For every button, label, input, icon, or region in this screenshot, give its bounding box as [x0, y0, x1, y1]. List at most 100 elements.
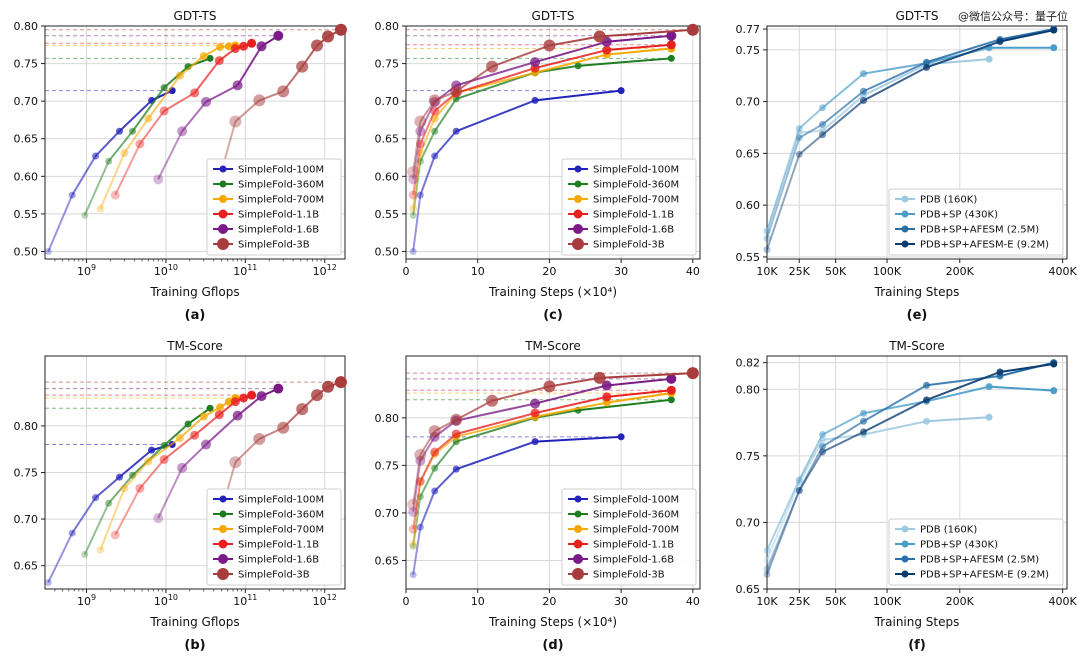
series-line-segment — [433, 98, 458, 132]
x-tick-label: 1010 — [154, 263, 178, 278]
data-point — [135, 483, 145, 493]
y-tick-label: 0.70 — [375, 95, 400, 108]
data-point — [860, 409, 868, 417]
data-point — [486, 60, 499, 73]
data-point — [415, 139, 425, 149]
series-line-segment — [606, 43, 672, 52]
legend-swatch-marker — [574, 525, 582, 533]
legend-swatch-marker — [219, 165, 227, 173]
panel-label: (c) — [543, 308, 563, 323]
series-line-segment — [599, 372, 693, 379]
data-point — [923, 396, 931, 404]
data-point — [923, 58, 931, 66]
y-tick-label: 0.75 — [375, 58, 400, 71]
series-simplefold-360m — [81, 54, 214, 219]
series-line-segment — [179, 415, 205, 439]
series-line-segment — [999, 29, 1054, 43]
x-tick-label: 10 — [471, 265, 485, 278]
x-axis-label: Training Gflops — [149, 615, 239, 629]
data-point — [416, 157, 424, 165]
legend-label: SimpleFold-1.1B — [238, 540, 319, 551]
series-line-segment — [766, 132, 801, 232]
legend-label: SimpleFold-1.6B — [238, 555, 319, 566]
series-line-segment — [147, 437, 181, 463]
legend-label: PDB+SP+AFESM (2.5M) — [920, 225, 1039, 236]
legend-label: SimpleFold-1.1B — [593, 540, 674, 551]
data-point — [667, 396, 675, 404]
data-point — [574, 62, 582, 70]
data-point — [247, 38, 257, 48]
data-point — [763, 556, 771, 564]
series-line-segment — [157, 467, 184, 519]
data-point — [184, 420, 192, 428]
data-point — [531, 438, 539, 446]
series-line-segment — [926, 40, 1001, 69]
data-point — [277, 421, 290, 434]
data-point — [92, 152, 100, 160]
series-line-segment — [433, 440, 457, 469]
series-simplefold-3b — [407, 23, 699, 178]
series-simplefold-700m — [96, 393, 240, 554]
x-tick-label: 10 — [471, 595, 485, 608]
series-line-segment — [434, 433, 457, 453]
data-point — [177, 126, 188, 137]
data-point — [96, 545, 105, 554]
series-line-segment — [863, 420, 927, 436]
series-line-segment — [118, 99, 153, 132]
series-line-segment — [535, 435, 622, 443]
chart-title: TM-Score — [524, 339, 581, 353]
data-point — [322, 380, 335, 393]
data-point — [593, 371, 606, 384]
data-point — [206, 54, 214, 62]
legend-label: SimpleFold-1.1B — [238, 210, 319, 221]
legend-swatch-marker — [901, 540, 909, 548]
data-point — [415, 477, 425, 487]
series-simplefold-1-1b — [408, 40, 676, 200]
data-point — [229, 115, 242, 128]
panel-label: (e) — [907, 308, 928, 323]
data-point — [1050, 44, 1058, 52]
data-point — [296, 60, 309, 73]
data-point — [44, 578, 52, 586]
series-line-segment — [863, 399, 927, 433]
series-simplefold-3b — [407, 367, 699, 511]
legend: SimpleFold-100M SimpleFold-360M SimpleFold… — [561, 158, 697, 256]
data-point — [795, 476, 803, 484]
data-point — [409, 211, 417, 219]
y-tick-label: 0.60 — [375, 170, 400, 183]
series-simplefold-1-6b — [153, 383, 284, 524]
y-tick-label: 0.70 — [375, 507, 400, 520]
legend-label: SimpleFold-700M — [238, 195, 324, 206]
series-pdb-sp-afesm-e-9-2m- — [763, 26, 1058, 254]
legend-swatch-marker — [218, 554, 228, 564]
x-tick-label: 50K — [825, 595, 847, 608]
legend-swatch-marker — [219, 180, 227, 188]
series-line-segment — [99, 152, 126, 210]
x-axis-label: Training Gflops — [149, 285, 239, 299]
data-point — [175, 434, 184, 443]
series-line-segment — [549, 376, 600, 388]
legend-label: SimpleFold-3B — [238, 570, 310, 581]
data-point — [105, 499, 113, 507]
data-point — [763, 246, 771, 254]
x-tick-label: 400K — [1049, 265, 1078, 278]
data-point — [81, 551, 89, 559]
series-line-segment — [205, 84, 239, 103]
data-point — [175, 71, 184, 80]
legend-label: SimpleFold-360M — [238, 180, 324, 191]
data-point — [450, 85, 463, 98]
data-point — [617, 433, 625, 441]
series-line-segment — [412, 454, 422, 505]
chart-panel-c: 0 10 20 30 40 0.50 0.55 0.60 0.65 0.70 0.75 0.80 Sim… — [375, 9, 701, 323]
series-line-segment — [179, 55, 205, 77]
y-tick-label: 0.82 — [736, 357, 761, 370]
series-line-segment — [491, 44, 550, 68]
data-point — [408, 506, 419, 517]
panel-label: (a) — [185, 308, 206, 323]
legend-swatch-marker — [573, 209, 583, 219]
data-point — [230, 44, 240, 54]
data-point — [115, 127, 123, 135]
y-tick-label: 0.75 — [14, 467, 39, 480]
series-line-segment — [412, 481, 422, 530]
